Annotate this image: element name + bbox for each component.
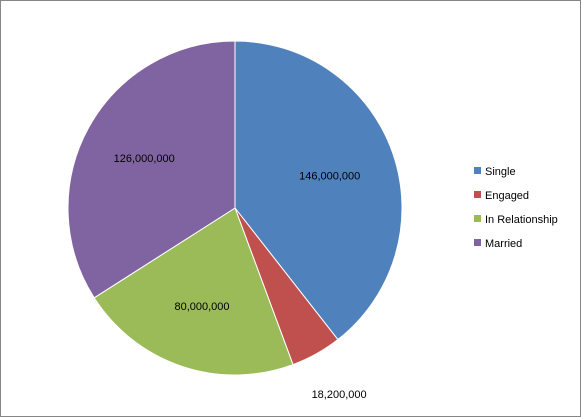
legend-swatch-in-relationship	[474, 215, 481, 222]
data-label-engaged: 18,200,000	[312, 389, 367, 401]
legend-label-married: Married	[485, 238, 522, 250]
legend: Single Engaged In Relationship Married	[474, 166, 558, 250]
pie-slice-in-relationship	[93, 207, 294, 376]
pie-slices	[67, 40, 403, 376]
legend-label-single: Single	[485, 166, 516, 178]
legend-swatch-engaged	[474, 191, 481, 198]
data-labels: 146,000,000 18,200,000 80,000,000 126,000,0…	[114, 153, 367, 401]
legend-label-engaged: Engaged	[485, 190, 529, 202]
data-label-single: 146,000,000	[299, 170, 360, 182]
legend-swatch-married	[474, 239, 481, 246]
legend-swatch-single	[474, 167, 481, 174]
pie-slice-married	[67, 40, 236, 299]
pie-slice-single	[234, 40, 403, 341]
legend-label-in-relationship: In Relationship	[485, 214, 558, 226]
data-label-in-relationship: 80,000,000	[174, 301, 229, 313]
data-label-married: 126,000,000	[114, 153, 175, 165]
